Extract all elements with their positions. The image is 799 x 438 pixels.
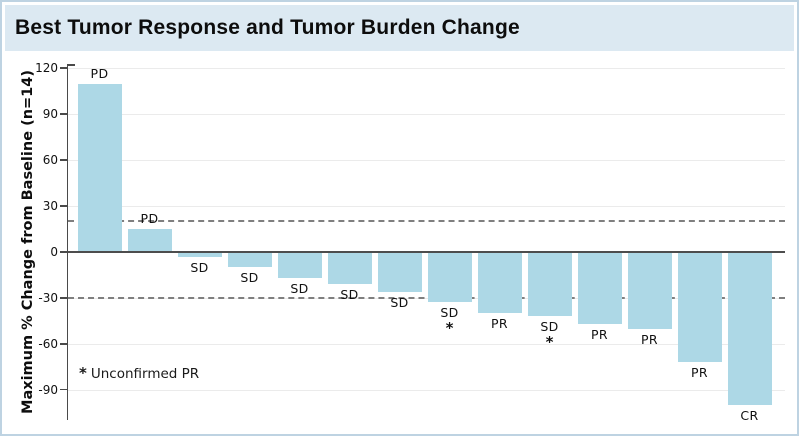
y-tick-label: -30 [38, 290, 58, 305]
y-tick [60, 113, 67, 116]
y-gridline [68, 389, 785, 391]
waterfall-bar [577, 252, 622, 324]
asterisk-icon: * [79, 364, 87, 382]
bar-response-label: SD [390, 294, 409, 310]
y-tick-label: 90 [42, 107, 58, 122]
y-gridline [68, 68, 785, 70]
y-tick [60, 67, 67, 70]
y-gridline [68, 114, 785, 116]
footnote: * Unconfirmed PR [79, 364, 199, 382]
bar-response-label: SD [290, 281, 309, 296]
bar-response-label: PR [640, 331, 659, 347]
y-tick [60, 342, 67, 345]
bar-response-label: SD [440, 305, 459, 321]
waterfall-bar [477, 252, 522, 314]
bar-response-label: PR [590, 326, 609, 342]
waterfall-bar [277, 252, 322, 278]
waterfall-bar [727, 252, 772, 405]
y-gridline [68, 160, 785, 162]
title-bar: Best Tumor Response and Tumor Burden Cha… [5, 5, 794, 51]
bar-response-label: CR [740, 408, 759, 423]
asterisk-icon: * [545, 333, 554, 352]
waterfall-bar [327, 252, 372, 285]
y-gridline [68, 206, 785, 208]
y-axis-line [66, 64, 69, 420]
waterfall-bar [227, 252, 272, 268]
y-tick [60, 251, 67, 253]
bar-response-label: PD [140, 211, 159, 227]
waterfall-bar [377, 252, 422, 292]
waterfall-bar [77, 83, 122, 252]
bar-response-label: SD [340, 287, 359, 303]
bar-response-label: PR [490, 316, 509, 332]
dashed-reference-line [68, 220, 785, 223]
bar-response-label: SD [240, 270, 259, 286]
y-axis-top-cap [66, 64, 75, 66]
y-tick [60, 296, 67, 299]
y-gridline [68, 343, 785, 345]
bar-response-label: SD [540, 319, 559, 335]
page-title: Best Tumor Response and Tumor Burden Cha… [15, 16, 520, 39]
waterfall-bar [527, 252, 572, 317]
waterfall-bar [127, 229, 172, 252]
footnote-text: Unconfirmed PR [90, 366, 200, 382]
y-tick-label: 0 [50, 245, 58, 259]
y-tick-label: 120 [35, 61, 58, 76]
waterfall-bar [627, 252, 672, 329]
bar-response-label: SD [190, 259, 209, 275]
y-tick-label: -90 [38, 382, 58, 397]
y-tick [60, 205, 67, 207]
waterfall-bar [427, 252, 472, 303]
y-tick-label: -60 [38, 336, 58, 351]
bar-response-label: PD [90, 65, 109, 81]
waterfall-bar [677, 252, 722, 363]
bar-response-label: PR [690, 365, 709, 381]
y-tick-label: 60 [42, 153, 58, 168]
asterisk-icon: * [445, 319, 454, 338]
waterfall-bar [177, 252, 222, 257]
y-tick [60, 388, 67, 391]
y-tick [60, 159, 67, 161]
y-tick-label: 30 [42, 199, 58, 214]
zero-baseline [67, 250, 785, 253]
dashed-reference-line [68, 296, 785, 299]
